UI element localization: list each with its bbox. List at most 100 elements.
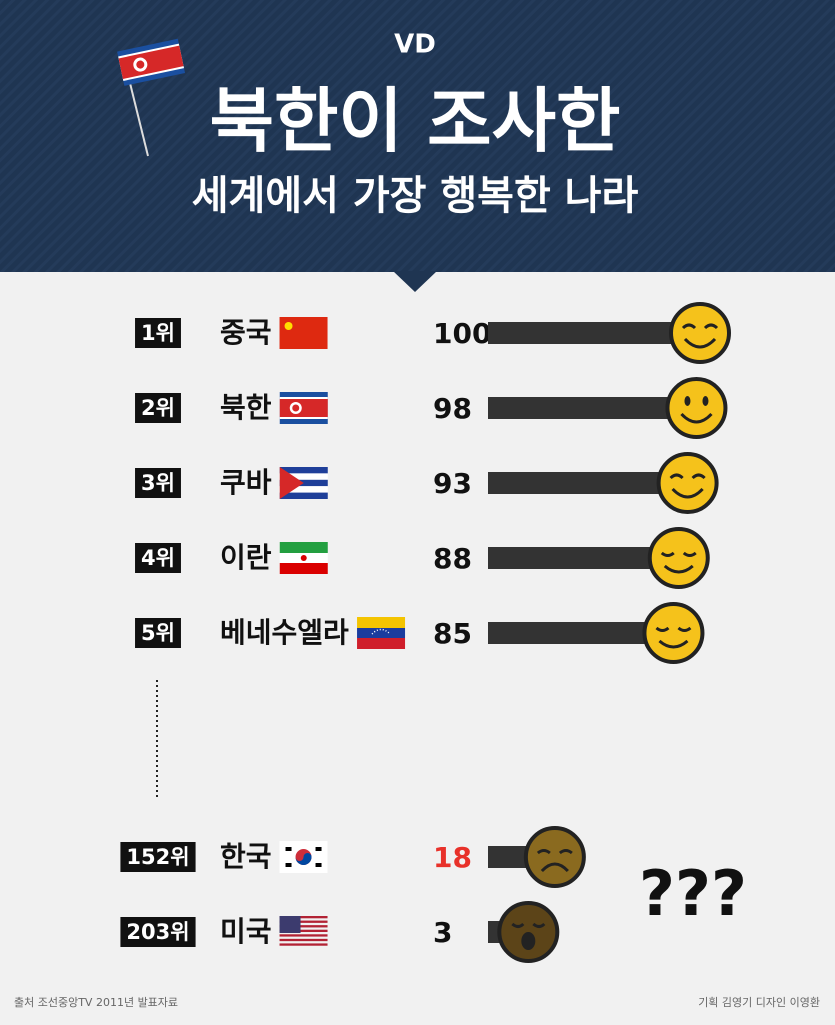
- flag: [315, 863, 322, 867]
- face-eye: [660, 551, 697, 557]
- nk-flag-pole: [117, 38, 186, 157]
- bar: [488, 322, 700, 344]
- row: 5위 베네수엘라 85: [135, 602, 705, 664]
- face-mouth: [663, 564, 694, 574]
- flag: [279, 916, 328, 919]
- flag: [279, 925, 328, 928]
- flag: [371, 628, 391, 635]
- row: 3위 쿠바 93: [135, 452, 719, 514]
- rank-box: [135, 618, 181, 648]
- value-label: 93: [433, 467, 472, 500]
- title: 북한이 조사한: [210, 80, 621, 162]
- flag: [279, 916, 328, 946]
- face-eye: [681, 323, 719, 330]
- country-name: 이란: [220, 541, 272, 574]
- flag: [279, 399, 328, 417]
- face-circle: [523, 826, 586, 888]
- flag: [279, 467, 328, 499]
- value-label: 85: [433, 617, 472, 650]
- value-label: 88: [433, 542, 472, 575]
- face: [665, 377, 728, 439]
- face-eye: [536, 849, 573, 855]
- face: [647, 527, 710, 589]
- rank-box: [135, 543, 181, 573]
- rank-label: 4위: [141, 546, 175, 570]
- flag: [315, 847, 322, 851]
- flag: [279, 542, 328, 574]
- face-mouth: [683, 337, 717, 349]
- flag: [284, 322, 293, 330]
- flag: [357, 617, 406, 628]
- face-eye: [669, 473, 706, 480]
- face: [523, 826, 586, 888]
- flag: [285, 863, 292, 867]
- logo: VD: [394, 30, 436, 60]
- flag: [279, 467, 304, 499]
- value-label: 100: [433, 317, 491, 350]
- flag: [279, 542, 328, 553]
- flag: [292, 404, 300, 412]
- row: 2위 북한 98: [135, 377, 728, 439]
- face-eye: [684, 396, 691, 406]
- face: [656, 452, 719, 514]
- bar: [488, 472, 688, 494]
- value-label: 98: [433, 392, 472, 425]
- face-circle: [656, 452, 719, 514]
- flag: [279, 938, 328, 942]
- face-circle: [665, 377, 728, 439]
- rank-label: 3위: [141, 471, 175, 495]
- bar: [488, 622, 674, 644]
- flag: [357, 628, 406, 638]
- rank-label: 152위: [126, 845, 189, 869]
- face-eye: [655, 626, 692, 632]
- footer-source: 출처 조선중앙TV 2011년 발표자료: [14, 996, 178, 1009]
- face-eye: [511, 922, 546, 928]
- rank-box: [135, 468, 181, 498]
- face-circle: [642, 602, 705, 664]
- face-mouth: [540, 862, 569, 873]
- rank-box: [120, 917, 196, 947]
- annotation: ???: [639, 857, 747, 930]
- flag: [300, 555, 307, 561]
- row: 4위 이란 88: [135, 527, 710, 589]
- flag: [279, 317, 328, 349]
- flag: [279, 929, 328, 933]
- country-name: 한국: [220, 840, 272, 873]
- flag: [285, 847, 292, 851]
- rank-label: 1위: [141, 321, 175, 345]
- flag: [357, 617, 406, 649]
- row: 152위 한국 18: [120, 826, 586, 888]
- rank-box: [135, 318, 181, 348]
- country-name: 북한: [220, 391, 272, 424]
- flag: [279, 916, 301, 933]
- flag: [279, 392, 328, 424]
- flag: [279, 486, 328, 493]
- face-circle: [647, 527, 710, 589]
- flag: [279, 563, 328, 574]
- subtitle: 세계에서 가장 행복한 나라: [192, 173, 639, 219]
- flag: [279, 467, 328, 474]
- value-label: 18: [433, 841, 472, 874]
- header-bg: [0, 0, 835, 272]
- country-name: 미국: [220, 915, 272, 948]
- face-mouth: [521, 932, 536, 950]
- value-label: 3: [433, 916, 452, 949]
- flag: [279, 841, 328, 873]
- flag: [279, 317, 328, 349]
- face-mouth: [671, 487, 704, 499]
- rank-box: [135, 393, 181, 423]
- flag: [279, 492, 328, 499]
- face: [642, 602, 705, 664]
- bar: [488, 547, 679, 569]
- footer-credit: 기획 김영기 디자인 이영환: [698, 996, 820, 1009]
- flag: [295, 853, 312, 865]
- flag: [279, 943, 328, 946]
- flag: [357, 638, 406, 649]
- face-eye: [702, 396, 709, 406]
- face-circle: [669, 302, 731, 364]
- country-name: 중국: [220, 316, 272, 349]
- flag: [279, 934, 328, 937]
- face: [497, 901, 560, 963]
- country-name: 쿠바: [220, 466, 272, 499]
